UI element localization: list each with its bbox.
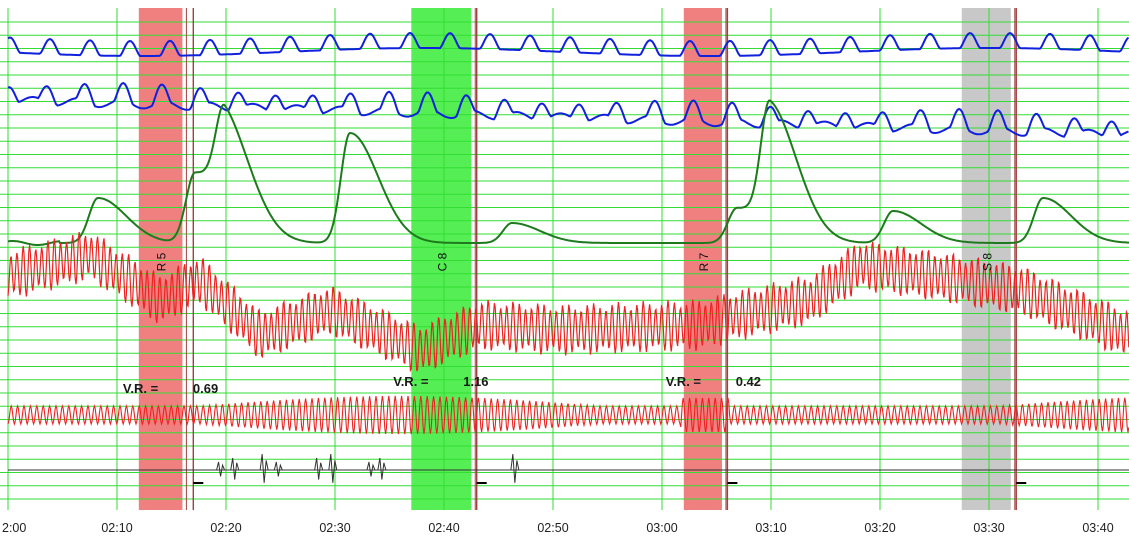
activity-event: [510, 453, 520, 483]
vr-value: 0.69: [193, 381, 218, 396]
activity-event: [328, 453, 338, 483]
question-labels: R 5 C 8 R 7 S 8: [155, 252, 995, 271]
activity-event: [230, 457, 240, 480]
question-label-s8: S 8: [980, 253, 994, 271]
x-tick-label: 03:20: [864, 521, 895, 535]
vr-prefix: V.R. =: [666, 374, 702, 389]
x-tick-label: 02:50: [537, 521, 568, 535]
grid-lines: [0, 8, 1129, 510]
activity-event: [259, 453, 269, 483]
x-tick-label: 2:00: [2, 521, 26, 535]
question-band-r5: [138, 8, 183, 510]
activity-event: [366, 461, 376, 477]
x-tick-label: 03:30: [973, 521, 1004, 535]
x-tick-label: 02:20: [210, 521, 241, 535]
question-band-s8: [961, 8, 1011, 510]
question-bands: [138, 8, 1011, 510]
question-label-r5: R 5: [155, 252, 169, 271]
trace-pneumo-lower: [7, 82, 1129, 138]
trace-eda: [7, 99, 1129, 246]
activity-event: [216, 461, 226, 477]
vr-value: 0.42: [736, 374, 761, 389]
vr-annotations: V.R. = 0.69 V.R. = 1.16 V.R. = 0.42: [123, 374, 761, 396]
x-tick-label: 02:10: [101, 521, 132, 535]
trace-pneumo-upper: [7, 31, 1129, 57]
x-tick-label: 03:00: [646, 521, 677, 535]
question-band-r7: [683, 8, 722, 510]
answer-lines: [185, 8, 1027, 510]
activity-event: [377, 457, 387, 480]
x-tick-label: 02:40: [428, 521, 459, 535]
vr-prefix: V.R. =: [393, 374, 429, 389]
activity-event: [273, 461, 283, 477]
activity-event: [314, 457, 324, 480]
question-label-c8: C 8: [435, 252, 449, 271]
vr-value: 1.16: [463, 374, 488, 389]
x-axis-ticks: 2:00 02:10 02:20 02:30 02:40 02:50 03:00 03:10 0…: [2, 521, 1114, 535]
vr-prefix: V.R. =: [123, 381, 159, 396]
trace-cardio: [7, 232, 1129, 373]
x-tick-label: 03:10: [755, 521, 786, 535]
x-tick-label: 03:40: [1082, 521, 1113, 535]
trace-pleth: [7, 395, 1129, 435]
x-tick-label: 02:30: [319, 521, 350, 535]
question-label-r7: R 7: [697, 252, 711, 271]
traces: [7, 31, 1129, 483]
